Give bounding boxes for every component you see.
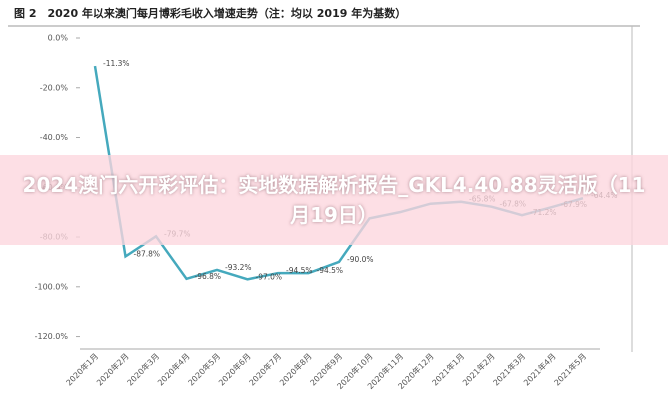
x-tick-label: 2021年5月 xyxy=(552,351,588,387)
value-label: -94.5% xyxy=(317,266,344,275)
y-tick-label: -40.0% xyxy=(40,133,69,142)
value-label: -97.0% xyxy=(256,272,283,281)
y-tick-label: -100.0% xyxy=(35,282,69,291)
value-label: -94.5% xyxy=(286,266,313,275)
y-tick-label: 0.0% xyxy=(48,34,69,43)
chart-title: 图 2 2020 年以来澳门每月博彩毛收入增速走势（注：均以 2019 年为基数… xyxy=(14,6,406,20)
value-label: -87.8% xyxy=(134,249,161,258)
value-label: -11.3% xyxy=(103,59,130,68)
y-tick-label: -20.0% xyxy=(40,83,69,92)
value-label: -93.2% xyxy=(225,263,252,272)
value-label: -96.8% xyxy=(195,272,222,281)
banner: 2024澳门六开彩评估：实地数据解析报告_GKL4.40.88灵活版（11月19… xyxy=(0,155,668,245)
y-tick-label: -120.0% xyxy=(35,332,69,341)
value-label: -90.0% xyxy=(347,255,374,264)
